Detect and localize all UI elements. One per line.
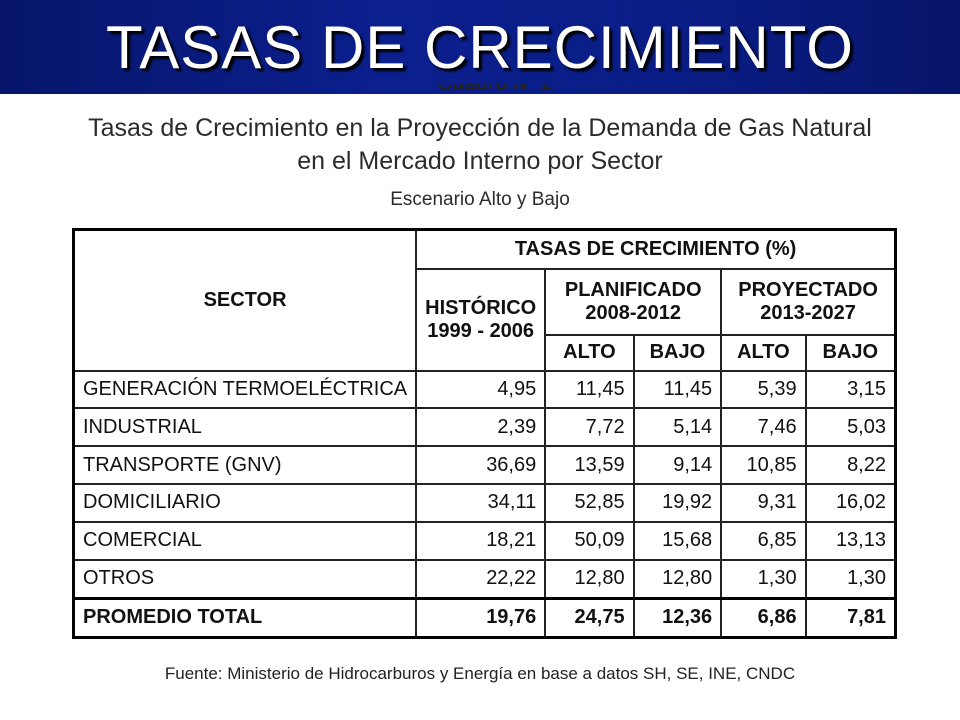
cell-historico: 4,95 (415, 369, 547, 410)
row-sector: OTROS (72, 558, 418, 600)
historico-years: 1999 - 2006 (427, 319, 535, 342)
cell-planificado-alto: 7,72 (544, 407, 635, 448)
cell-planificado-bajo: 9,14 (632, 445, 723, 485)
planificado-title: PLANIFICADO (564, 278, 702, 301)
cell-historico: 2,39 (415, 407, 547, 448)
table-subheading: Escenario Alto y Bajo (390, 189, 570, 210)
cell-historico: 34,11 (415, 482, 547, 523)
planificado-years: 2008-2012 (585, 301, 682, 324)
cell-proyectado-alto: 9,31 (720, 482, 807, 523)
planificado-bajo-header: BAJO (632, 333, 723, 372)
cell-proyectado-alto: 7,46 (720, 407, 807, 448)
cell-planificado-alto: 11,45 (544, 369, 635, 410)
table-row: DOMICILIARIO 34,11 52,85 19,92 9,31 16,0… (72, 482, 897, 523)
cell-historico: 22,22 (415, 558, 547, 600)
table-heading-line-2: en el Mercado Interno por Sector (297, 147, 663, 175)
row-sector: DOMICILIARIO (72, 482, 418, 523)
clipped-caption: Cuadro N° 2 (420, 84, 570, 102)
total-row: PROMEDIO TOTAL 19,76 24,75 12,36 6,86 7,… (72, 597, 897, 639)
clipped-caption-text: Cuadro N° 2 (437, 84, 553, 95)
title-banner (0, 0, 960, 94)
table-row: INDUSTRIAL 2,39 7,72 5,14 7,46 5,03 (72, 407, 897, 448)
cell-proyectado-bajo: 1,30 (804, 558, 897, 600)
cell-planificado-bajo: 15,68 (632, 520, 723, 561)
cell-planificado-alto: 12,80 (544, 558, 635, 600)
cell-proyectado-bajo: 5,03 (804, 407, 897, 448)
planificado-header: PLANIFICADO 2008-2012 (544, 267, 723, 336)
cell-planificado-bajo: 12,80 (632, 558, 723, 600)
historico-header: HISTÓRICO 1999 - 2006 (415, 267, 547, 372)
cell-proyectado-alto: 5,39 (720, 369, 807, 410)
proyectado-bajo-header: BAJO (804, 333, 897, 372)
slide-title: TASAS DE CRECIMIENTO (106, 14, 854, 81)
cell-proyectado-bajo: 3,15 (804, 369, 897, 410)
cell-planificado-bajo: 11,45 (632, 369, 723, 410)
row-sector: COMERCIAL (72, 520, 418, 561)
sector-header: SECTOR (72, 228, 418, 372)
total-historico: 19,76 (415, 597, 547, 639)
cell-proyectado-bajo: 16,02 (804, 482, 897, 523)
total-label: PROMEDIO TOTAL (72, 597, 418, 639)
cell-historico: 18,21 (415, 520, 547, 561)
total-proyectado-alto: 6,86 (720, 597, 807, 639)
cell-planificado-bajo: 19,92 (632, 482, 723, 523)
row-sector: INDUSTRIAL (72, 407, 418, 448)
total-planificado-bajo: 12,36 (632, 597, 723, 639)
total-proyectado-bajo: 7,81 (804, 597, 897, 639)
proyectado-title: PROYECTADO (738, 278, 878, 301)
table-heading-line-1: Tasas de Crecimiento en la Proyección de… (88, 114, 872, 142)
cell-proyectado-bajo: 8,22 (804, 445, 897, 485)
row-sector: TRANSPORTE (GNV) (72, 445, 418, 485)
cell-historico: 36,69 (415, 445, 547, 485)
table-row: OTROS 22,22 12,80 12,80 1,30 1,30 (72, 558, 897, 600)
table-row: COMERCIAL 18,21 50,09 15,68 6,85 13,13 (72, 520, 897, 561)
proyectado-alto-header: ALTO (720, 333, 807, 372)
proyectado-header: PROYECTADO 2013-2027 (720, 267, 897, 336)
growth-rates-header: TASAS DE CRECIMIENTO (%) (415, 228, 897, 270)
growth-rates-table: SECTOR TASAS DE CRECIMIENTO (%) HISTÓRIC… (72, 228, 897, 639)
cell-proyectado-bajo: 13,13 (804, 520, 897, 561)
proyectado-years: 2013-2027 (760, 301, 856, 324)
table-row: GENERACIÓN TERMOELÉCTRICA 4,95 11,45 11,… (72, 369, 897, 410)
row-sector: GENERACIÓN TERMOELÉCTRICA (72, 369, 418, 410)
table-row: TRANSPORTE (GNV) 36,69 13,59 9,14 10,85 … (72, 445, 897, 485)
cell-proyectado-alto: 6,85 (720, 520, 807, 561)
cell-proyectado-alto: 10,85 (720, 445, 807, 485)
cell-planificado-bajo: 5,14 (632, 407, 723, 448)
cell-proyectado-alto: 1,30 (720, 558, 807, 600)
historico-title: HISTÓRICO (425, 296, 537, 319)
cell-planificado-alto: 52,85 (544, 482, 635, 523)
planificado-alto-header: ALTO (544, 333, 635, 372)
source-note: Fuente: Ministerio de Hidrocarburos y En… (164, 664, 796, 683)
cell-planificado-alto: 13,59 (544, 445, 635, 485)
total-planificado-alto: 24,75 (544, 597, 635, 639)
cell-planificado-alto: 50,09 (544, 520, 635, 561)
